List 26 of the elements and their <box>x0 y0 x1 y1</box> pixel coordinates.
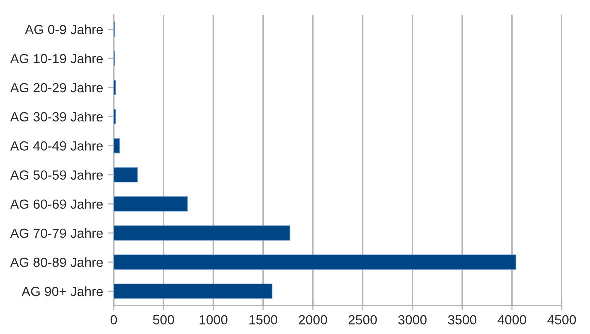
y-tick-label: AG 60-69 Jahre <box>10 199 104 210</box>
bar <box>114 167 138 183</box>
bar <box>114 254 517 270</box>
y-tick-label: AG 20-29 Jahre <box>10 82 104 93</box>
x-tick-label: 0 <box>110 315 118 325</box>
bar <box>114 196 188 212</box>
x-tick-label: 3000 <box>398 315 427 325</box>
bar <box>114 138 120 154</box>
x-tick-label: 2000 <box>299 315 328 325</box>
y-tick-label: AG 30-39 Jahre <box>10 112 104 122</box>
y-tick-label: AG 0-9 Jahre <box>25 24 103 34</box>
bar <box>114 284 273 300</box>
x-tick-label: 4500 <box>548 315 576 325</box>
y-tick-label: AG 40-49 Jahre <box>10 141 104 151</box>
x-tick-label: 1000 <box>200 315 228 325</box>
x-tick-label: 2500 <box>348 315 378 325</box>
x-tick-label: 1500 <box>250 315 278 325</box>
x-tick-label: 3500 <box>448 315 477 325</box>
y-tick-label: AG 10-19 Jahre <box>10 54 104 64</box>
y-tick-label: AG 70-79 Jahre <box>10 228 104 238</box>
y-tick-label: AG 50-59 Jahre <box>10 170 104 180</box>
y-tick-label: AG 90+ Jahre <box>22 286 103 296</box>
y-tick-label: AG 80-89 Jahre <box>10 258 104 268</box>
x-tick-label: 500 <box>153 315 174 325</box>
bar <box>114 226 291 241</box>
x-tick-label: 4000 <box>498 315 526 325</box>
